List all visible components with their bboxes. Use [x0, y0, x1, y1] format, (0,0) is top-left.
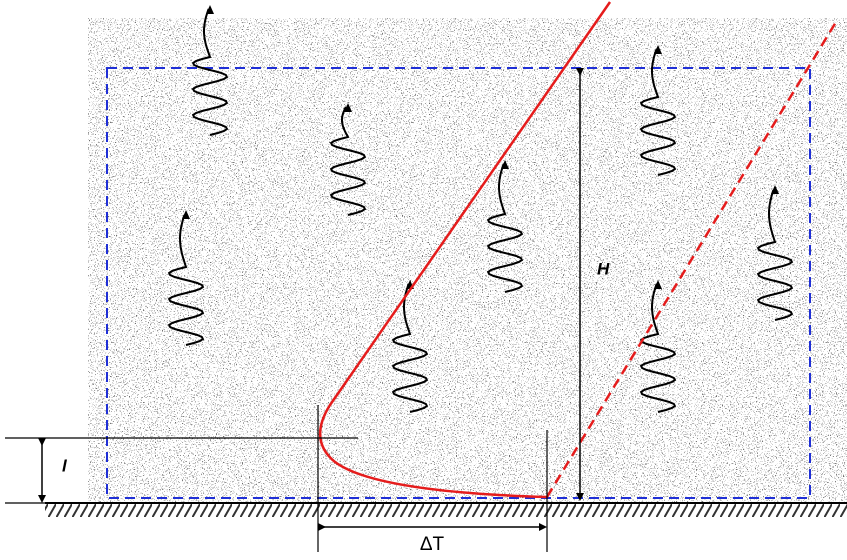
heat-wave-arrowhead: [654, 280, 662, 289]
heat-wave-arrowhead: [501, 160, 509, 169]
heat-wave-arrowhead: [344, 103, 352, 112]
control-volume: [106, 67, 811, 499]
heat-wave: [486, 163, 524, 293]
heat-wave: [639, 48, 677, 176]
heat-wave-arrowhead: [206, 5, 214, 14]
heat-wave-arrowhead: [771, 185, 779, 194]
reference-profile: [545, 21, 838, 498]
height-label: H: [597, 259, 610, 278]
delta-t-label: ΔT: [420, 534, 445, 555]
heat-wave-arrowhead: [654, 45, 662, 54]
ground-hatch: [45, 503, 847, 517]
heat-wave: [756, 189, 794, 321]
heat-wave: [329, 106, 367, 216]
heat-wave: [391, 283, 429, 413]
heat-waves: [167, 5, 794, 413]
heat-wave: [191, 8, 229, 136]
heat-wave: [639, 283, 677, 413]
heat-wave: [167, 214, 205, 346]
temperature-profile: [318, 1, 612, 499]
layer-label: l: [62, 456, 68, 475]
soil-texture: [88, 18, 847, 502]
heat-wave-arrowhead: [182, 210, 190, 219]
